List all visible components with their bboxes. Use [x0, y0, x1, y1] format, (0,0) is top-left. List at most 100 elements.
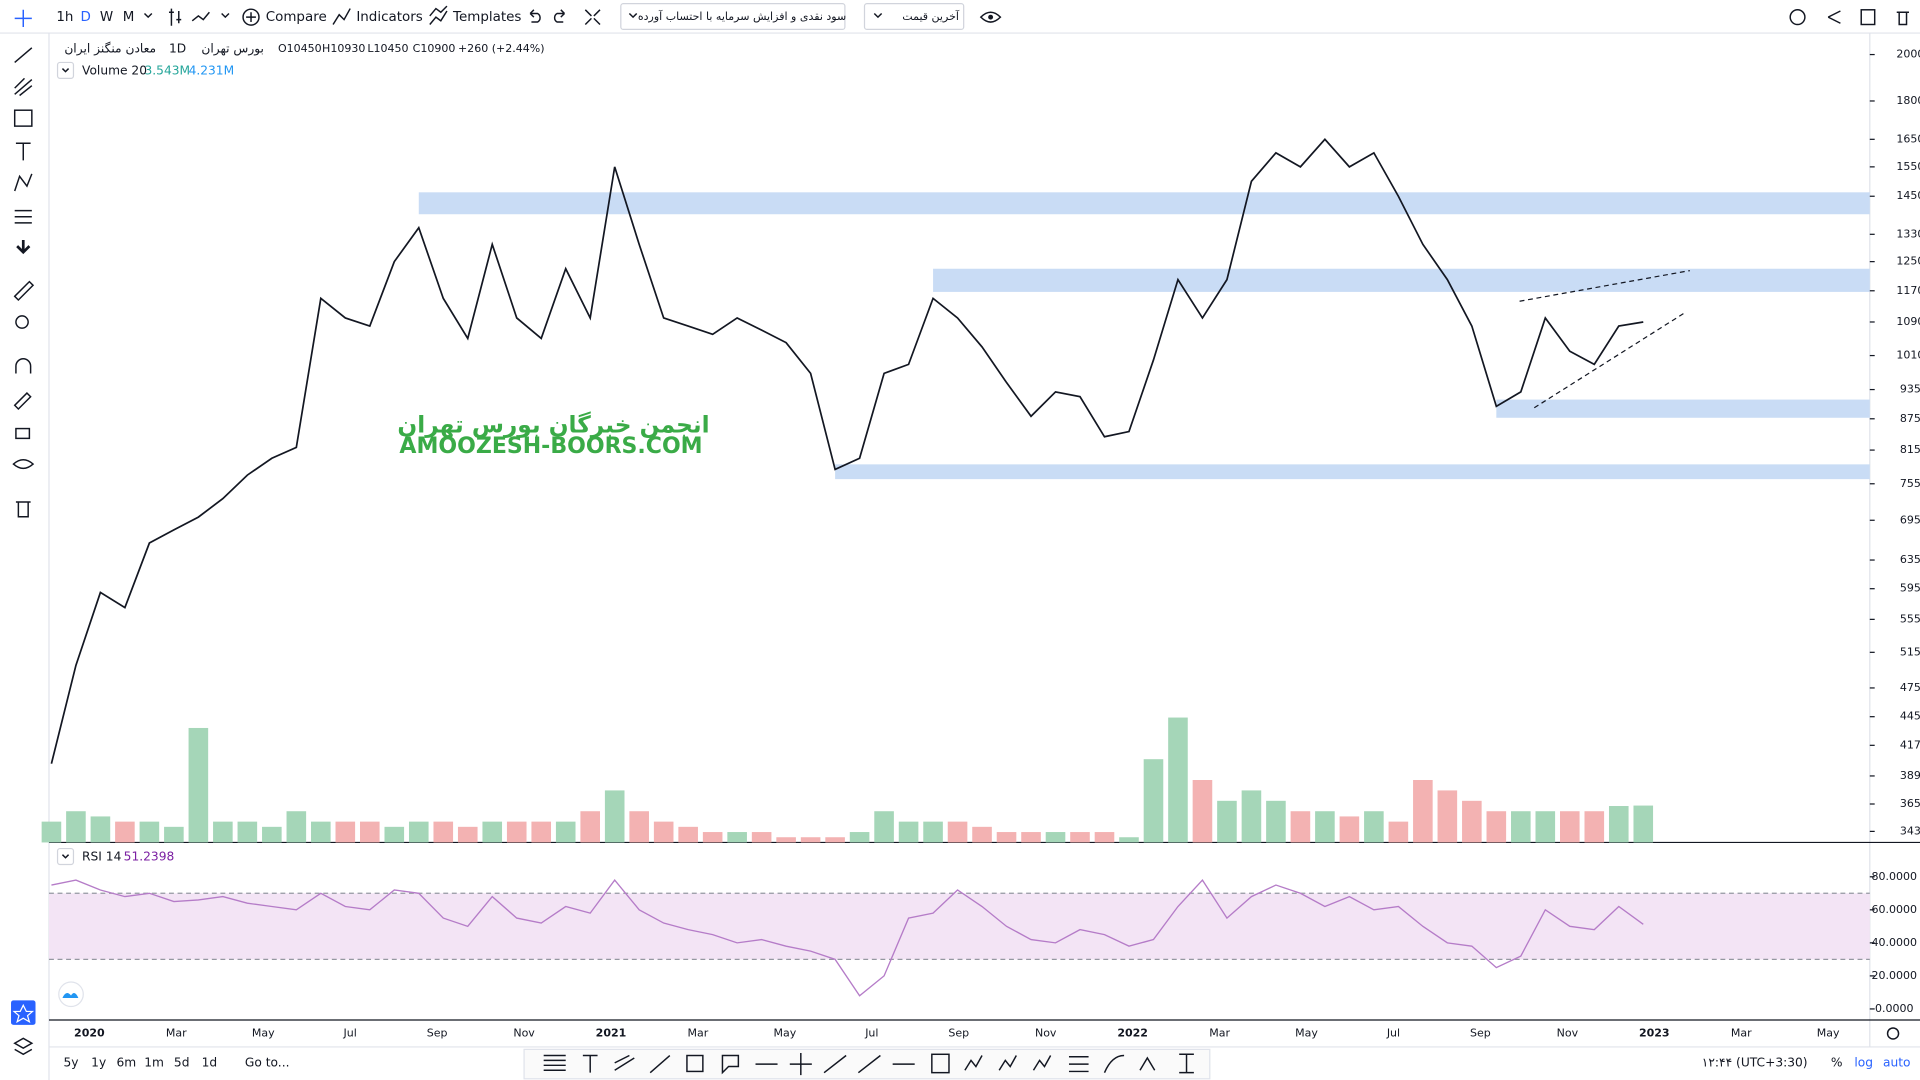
dropdown-icon[interactable] [873, 12, 883, 19]
volume-bar [555, 821, 576, 843]
rsi-tick-label: 40.0000 [1872, 936, 1918, 949]
interval-button[interactable]: D [81, 10, 91, 25]
magnet-tool[interactable] [15, 358, 32, 374]
volume-bar [1462, 800, 1482, 843]
x-tick-label: Jul [1386, 1026, 1400, 1039]
lock-draw-tool[interactable] [13, 392, 32, 411]
prediction-tool[interactable] [14, 209, 32, 224]
volume-bar [1486, 811, 1507, 843]
zoom-tool[interactable] [15, 315, 29, 329]
lock-tool[interactable] [15, 427, 31, 440]
tool-icon[interactable] [1139, 1056, 1156, 1071]
tool-icon[interactable] [998, 1055, 1017, 1071]
x-tick-label: 2023 [1639, 1026, 1670, 1039]
undo-icon[interactable] [529, 9, 541, 23]
y-tick-label: 4170 [1900, 738, 1920, 751]
x-tick-label: May [1817, 1026, 1840, 1039]
shape-tool[interactable] [13, 109, 33, 127]
favorites-button[interactable] [11, 1000, 36, 1025]
range-button[interactable]: 1m [144, 1055, 164, 1069]
tool-icon[interactable] [931, 1053, 950, 1074]
tool-icon[interactable] [1179, 1053, 1194, 1074]
fullscreen-icon[interactable] [584, 9, 601, 26]
layers-icon[interactable] [13, 1037, 34, 1056]
indicators-icon[interactable] [332, 8, 351, 25]
dropdown-icon[interactable] [143, 12, 153, 19]
range-button[interactable]: 1y [91, 1055, 106, 1069]
candles-icon[interactable] [168, 8, 182, 26]
pattern-tool[interactable] [13, 173, 33, 192]
range-button[interactable]: 5d [174, 1055, 190, 1069]
trash-icon[interactable] [1896, 11, 1909, 26]
volume-bar [457, 826, 478, 843]
log-toggle[interactable]: log [1854, 1055, 1873, 1069]
interval-button[interactable]: 1h [56, 10, 73, 25]
logo[interactable] [58, 981, 84, 1008]
eye-icon[interactable] [979, 11, 1002, 23]
remove-tool[interactable] [15, 501, 31, 518]
interval-button[interactable]: W [100, 10, 113, 25]
tool-icon[interactable] [1103, 1054, 1125, 1073]
price-zone [933, 268, 1870, 292]
cursor-tool[interactable] [14, 9, 32, 27]
trendline-tool[interactable] [14, 47, 33, 64]
range-button[interactable]: 6m [117, 1055, 137, 1069]
templates-icon[interactable] [429, 5, 448, 25]
volume-bar [311, 821, 331, 843]
tool-icon[interactable] [686, 1054, 704, 1073]
tool-icon[interactable] [964, 1055, 983, 1071]
tool-icon[interactable] [857, 1054, 881, 1074]
indicators-button[interactable]: Indicators [356, 10, 422, 25]
ohlc-change: +260 (+2.44%) [458, 42, 545, 55]
fib-tool[interactable] [14, 77, 33, 97]
arrow-tool[interactable] [16, 240, 31, 255]
interval-button[interactable]: M [123, 10, 135, 25]
compare-icon[interactable] [246, 12, 256, 23]
y-tick-label: 4450 [1900, 710, 1920, 723]
y-tick-label: 6350 [1900, 553, 1920, 566]
bottom-toolbar: 5y 1y 6m 1m 5d 1d [64, 1055, 218, 1069]
goto-button[interactable]: Go to... [245, 1055, 290, 1069]
compare-icon[interactable] [242, 8, 260, 26]
compare-button[interactable]: Compare [266, 10, 327, 25]
snapshot-icon[interactable] [1860, 9, 1876, 26]
tool-icon[interactable] [649, 1054, 671, 1074]
range-button[interactable]: 1d [202, 1055, 218, 1069]
tool-icon[interactable] [1032, 1055, 1052, 1071]
collapse-button[interactable] [56, 847, 75, 866]
ruler-tool[interactable] [13, 280, 35, 302]
volume-bar [849, 832, 870, 843]
tool-icon[interactable] [1068, 1056, 1089, 1073]
tool-icon[interactable] [582, 1054, 598, 1073]
timezone[interactable]: ۱۲:۴۴ (UTC+3:30) [1702, 1055, 1808, 1069]
collapse-button[interactable] [56, 61, 75, 79]
visibility-tool[interactable] [12, 459, 35, 470]
share-icon[interactable] [1827, 10, 1841, 24]
ohlc-low: L10450 [367, 42, 408, 55]
tool-icon[interactable] [823, 1054, 847, 1074]
x-tick-label: Sep [1470, 1026, 1491, 1039]
range-button[interactable]: 5y [64, 1055, 79, 1069]
watermark-fa: انجمن خبرگان بورس تهران [397, 411, 709, 439]
text-tool[interactable] [15, 142, 31, 161]
auto-toggle[interactable]: auto [1883, 1055, 1911, 1069]
tool-icon[interactable] [543, 1054, 566, 1071]
line-icon[interactable] [191, 11, 210, 22]
percent-toggle[interactable]: % [1831, 1055, 1843, 1069]
templates-button[interactable]: Templates [452, 10, 521, 25]
redo-icon[interactable] [553, 9, 566, 23]
y-tick-label: 15500 [1896, 160, 1920, 173]
rsi-tick-label: 80.0000 [1872, 870, 1918, 883]
y-tick-label: 9350 [1900, 383, 1920, 396]
dropdown-icon[interactable] [628, 12, 638, 19]
price-source-select[interactable] [863, 3, 965, 30]
drawing-tools [12, 9, 35, 518]
tool-icon[interactable] [614, 1054, 635, 1071]
settings-icon[interactable] [1789, 9, 1806, 26]
tool-icon[interactable] [789, 1053, 812, 1076]
axis-settings[interactable] [1886, 1027, 1900, 1040]
dropdown-icon[interactable] [221, 12, 230, 19]
adjust-select[interactable] [620, 3, 846, 30]
tool-icon[interactable] [721, 1054, 740, 1075]
